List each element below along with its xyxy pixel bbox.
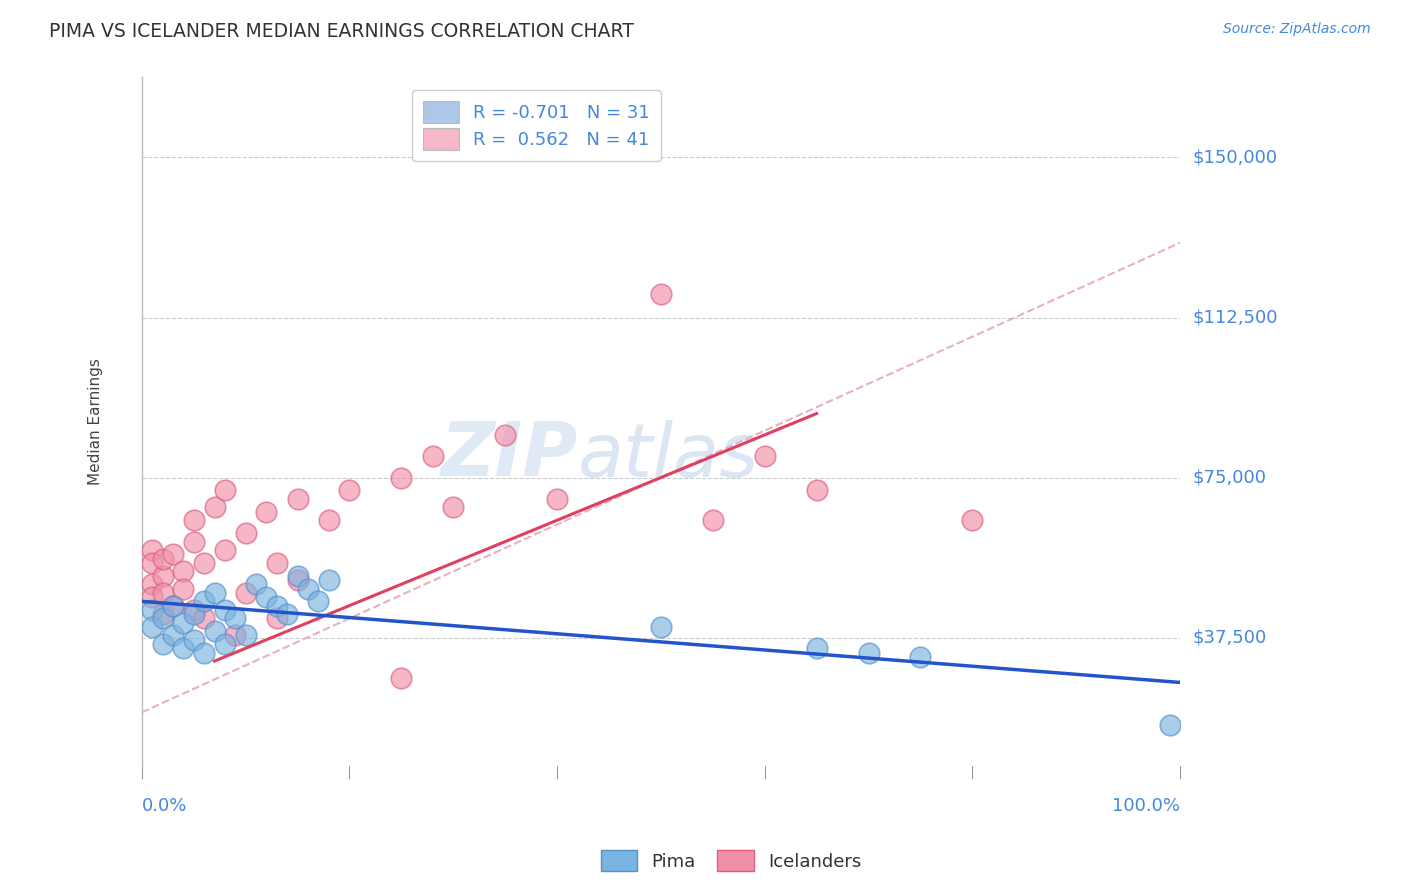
Point [754, 449, 776, 463]
Point [204, 624, 226, 639]
Point [245, 577, 267, 591]
Legend: Pima, Icelanders: Pima, Icelanders [593, 843, 869, 879]
Text: 0.0%: 0.0% [142, 797, 187, 814]
Point [1159, 718, 1181, 732]
Text: $75,000: $75,000 [1192, 468, 1267, 486]
Point [152, 611, 174, 625]
Point [266, 556, 288, 570]
Point [650, 287, 672, 301]
Point [183, 603, 205, 617]
Point [235, 586, 257, 600]
Point [254, 505, 277, 519]
Point [152, 637, 174, 651]
Point [806, 483, 828, 498]
Point [162, 599, 184, 613]
Point [307, 594, 329, 608]
Point [183, 513, 205, 527]
Point [162, 628, 184, 642]
Point [162, 599, 184, 613]
Point [441, 500, 464, 515]
Text: atlas: atlas [578, 420, 759, 492]
Point [162, 548, 184, 562]
Point [204, 586, 226, 600]
Point [389, 671, 412, 685]
Point [193, 646, 215, 660]
Point [266, 599, 288, 613]
Text: Source: ZipAtlas.com: Source: ZipAtlas.com [1223, 22, 1371, 37]
Point [389, 470, 412, 484]
Text: 100.0%: 100.0% [1112, 797, 1180, 814]
Point [806, 641, 828, 656]
Point [141, 556, 163, 570]
Point [287, 568, 309, 582]
Point [214, 637, 236, 651]
Text: Median Earnings: Median Earnings [87, 358, 103, 485]
Point [287, 491, 309, 506]
Point [152, 586, 174, 600]
Text: $37,500: $37,500 [1192, 629, 1267, 647]
Point [702, 513, 724, 527]
Point [141, 620, 163, 634]
Point [297, 582, 319, 596]
Point [235, 628, 257, 642]
Text: $150,000: $150,000 [1192, 148, 1278, 167]
Point [962, 513, 984, 527]
Point [266, 611, 288, 625]
Text: ZIP: ZIP [440, 419, 578, 492]
Point [494, 428, 516, 442]
Point [254, 590, 277, 604]
Point [193, 594, 215, 608]
Point [910, 649, 932, 664]
Point [152, 568, 174, 582]
Point [193, 611, 215, 625]
Point [858, 646, 880, 660]
Point [183, 534, 205, 549]
Point [339, 483, 361, 498]
Point [276, 607, 298, 621]
Point [152, 607, 174, 621]
Point [183, 632, 205, 647]
Point [141, 590, 163, 604]
Point [183, 607, 205, 621]
Point [214, 603, 236, 617]
Point [172, 641, 194, 656]
Point [214, 483, 236, 498]
Point [172, 565, 194, 579]
Point [141, 543, 163, 558]
Point [287, 573, 309, 587]
Point [224, 628, 246, 642]
Point [193, 556, 215, 570]
Point [204, 500, 226, 515]
Point [152, 551, 174, 566]
Point [172, 615, 194, 630]
Point [422, 449, 444, 463]
Point [318, 573, 340, 587]
Point [224, 611, 246, 625]
Point [141, 603, 163, 617]
Text: PIMA VS ICELANDER MEDIAN EARNINGS CORRELATION CHART: PIMA VS ICELANDER MEDIAN EARNINGS CORREL… [49, 22, 634, 41]
Point [546, 491, 568, 506]
Point [318, 513, 340, 527]
Point [214, 543, 236, 558]
Legend: R = -0.701   N = 31, R =  0.562   N = 41: R = -0.701 N = 31, R = 0.562 N = 41 [412, 90, 661, 161]
Point [650, 620, 672, 634]
Point [235, 526, 257, 541]
Point [141, 577, 163, 591]
Text: $112,500: $112,500 [1192, 309, 1278, 326]
Point [172, 582, 194, 596]
